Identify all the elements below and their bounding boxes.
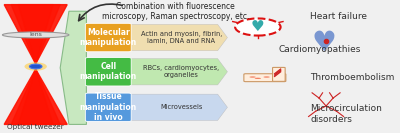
Ellipse shape [250,76,256,78]
Text: RBCs, cardiomyocytes,
organelles: RBCs, cardiomyocytes, organelles [143,65,220,78]
Text: Optical tweezer: Optical tweezer [7,124,64,130]
Text: Heart failure: Heart failure [310,12,367,21]
Text: Microvessels: Microvessels [160,104,202,110]
Polygon shape [4,5,67,64]
Text: Microcirculation
disorders: Microcirculation disorders [310,104,382,124]
Text: Thromboembolism: Thromboembolism [310,72,395,82]
Text: Molecular
manipulation: Molecular manipulation [80,28,137,47]
Polygon shape [18,5,53,64]
FancyBboxPatch shape [244,74,286,82]
Polygon shape [4,69,67,124]
Text: ♥: ♥ [312,29,337,57]
FancyBboxPatch shape [85,23,131,52]
Polygon shape [128,59,228,85]
Circle shape [235,18,281,36]
Text: Cell
manipulation: Cell manipulation [80,62,137,82]
Polygon shape [18,69,53,124]
Text: Actin and myosin, fibrin,
lamin, DNA and RNA: Actin and myosin, fibrin, lamin, DNA and… [141,31,222,44]
Polygon shape [11,69,60,124]
FancyBboxPatch shape [85,93,131,122]
Text: ♥: ♥ [251,19,265,34]
Polygon shape [60,11,86,124]
Polygon shape [128,24,228,51]
Text: lens: lens [29,32,42,37]
FancyBboxPatch shape [272,67,285,81]
Ellipse shape [255,78,261,79]
Ellipse shape [264,76,270,78]
Polygon shape [11,5,60,64]
Polygon shape [128,94,228,120]
Circle shape [24,62,47,71]
Text: Tissue
manipulation
in vivo: Tissue manipulation in vivo [80,92,137,122]
Ellipse shape [2,32,69,38]
Text: Combination with fluorescence
microscopy, Raman spectroscopy, etc.: Combination with fluorescence microscopy… [102,2,249,21]
FancyBboxPatch shape [85,58,131,86]
Circle shape [29,64,42,69]
Text: Cardiomyopathies: Cardiomyopathies [279,45,361,54]
